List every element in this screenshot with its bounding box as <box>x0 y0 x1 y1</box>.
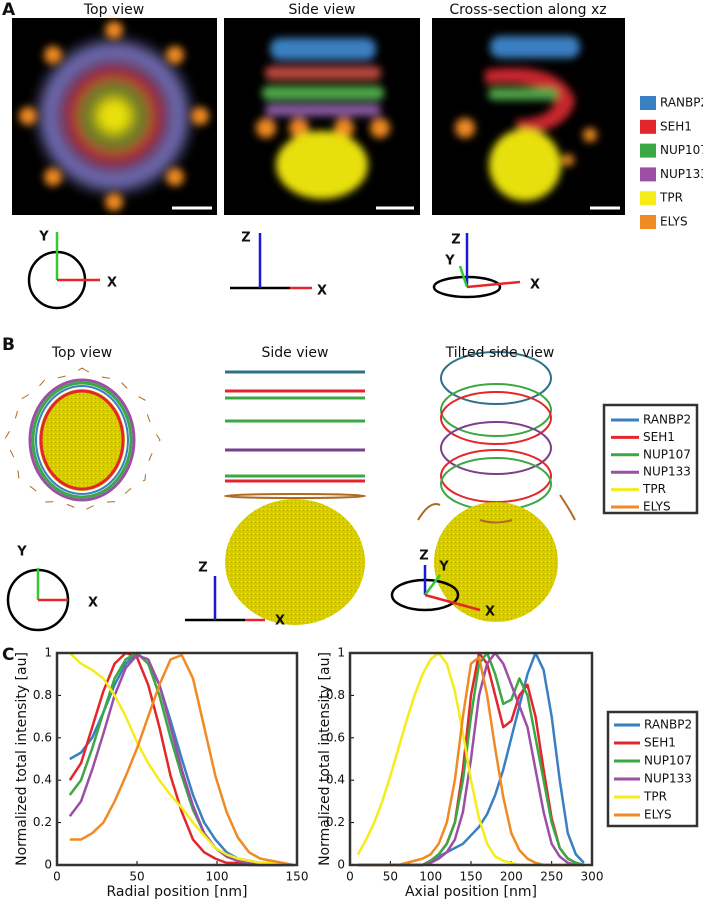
plot-frame <box>55 651 299 867</box>
y-tick-label: 1 <box>337 646 345 660</box>
view-title: Side view <box>262 345 329 361</box>
y-tick-label: 0 <box>44 858 52 872</box>
legend-label: NUP107 <box>660 143 703 157</box>
view-title: Cross-section along xz <box>449 2 606 18</box>
y-tick-label: 0.2 <box>326 815 345 829</box>
axis-letter: X <box>317 284 327 299</box>
view-title: Side view <box>289 2 356 18</box>
view-title: Tilted side view <box>445 345 555 361</box>
legend-label: TPR <box>643 790 667 804</box>
legend-swatch <box>640 191 656 206</box>
series-line <box>69 651 294 867</box>
y-tick-label: 0.8 <box>33 688 52 702</box>
legend-label: TPR <box>642 482 666 496</box>
x-tick-label: 200 <box>500 870 523 884</box>
y-tick-label: 0.4 <box>33 773 52 787</box>
axis-letter: Y <box>438 560 449 575</box>
legend-label: NUP107 <box>643 447 691 461</box>
axis-letter: Y <box>16 545 27 560</box>
legend-label: NUP107 <box>644 754 692 768</box>
y-tick-label: 0.8 <box>326 688 345 702</box>
axis-letter: Y <box>38 230 49 245</box>
axis-letter: Z <box>451 233 460 248</box>
y-tick-label: 0.6 <box>33 730 52 744</box>
legend-label: RANBP2 <box>643 413 691 427</box>
axis-letter: Z <box>419 549 428 564</box>
panel-b-axes <box>6 565 481 632</box>
x-tick-label: 300 <box>581 870 604 884</box>
y-tick-label: 0.6 <box>326 730 345 744</box>
panel-label: A <box>2 0 16 20</box>
x-tick-label: 150 <box>286 870 309 884</box>
series-line <box>69 653 295 867</box>
y-tick-label: 0.2 <box>33 815 52 829</box>
panel-a-axes <box>27 232 521 310</box>
axis-letter: X <box>275 614 285 629</box>
legend-label: RANBP2 <box>644 718 692 732</box>
x-tick-label: 0 <box>53 870 61 884</box>
legend-label: ELYS <box>643 500 671 514</box>
x-tick-label: 0 <box>346 870 354 884</box>
panel-a-images <box>12 18 625 215</box>
legend-label: TPR <box>659 191 683 205</box>
y-axis-label: Normalized total intensity [au] <box>14 652 30 866</box>
panel-label: C <box>2 645 14 665</box>
axis-letter: Z <box>241 231 250 246</box>
legend-box <box>606 710 699 828</box>
legend-label: NUP133 <box>660 167 703 181</box>
legend-label: RANBP2 <box>660 96 703 110</box>
legend-swatch <box>640 167 656 182</box>
x-tick-label: 150 <box>460 870 483 884</box>
x-axis-label: Radial position [nm] <box>106 884 247 900</box>
view-title: Top view <box>83 2 144 18</box>
axis-letter: Z <box>198 561 207 576</box>
axis-letter: X <box>88 596 98 611</box>
legend-label: NUP133 <box>644 772 692 786</box>
x-tick-label: 50 <box>383 870 398 884</box>
legend-swatch <box>640 96 656 110</box>
panel-label: B <box>2 335 15 355</box>
view-title: Top view <box>51 345 112 361</box>
axis-letter: X <box>485 605 495 620</box>
y-axis-label: Normalized total intensity [au] <box>317 652 333 866</box>
axis-letter: X <box>530 278 540 293</box>
legend-label: SEH1 <box>644 736 676 750</box>
y-tick-label: 0.4 <box>326 773 345 787</box>
legend-label: ELYS <box>644 808 672 822</box>
axis-letter: Y <box>444 254 455 269</box>
y-tick-label: 0 <box>337 858 345 872</box>
legend-swatch <box>640 215 656 229</box>
x-tick-label: 50 <box>129 870 144 884</box>
y-tick-label: 1 <box>44 646 52 660</box>
panel-b-images <box>3 351 576 625</box>
legend-swatch <box>640 119 656 134</box>
legend-box <box>602 403 699 515</box>
series-line <box>358 651 584 867</box>
plot-frame <box>348 651 594 867</box>
x-tick-label: 100 <box>419 870 442 884</box>
x-tick-label: 250 <box>540 870 563 884</box>
legend-label: NUP133 <box>643 465 691 479</box>
series-line <box>68 652 294 867</box>
legend-label: ELYS <box>660 215 688 229</box>
legend-swatch <box>640 143 656 158</box>
legend-label: SEH1 <box>660 119 692 133</box>
x-tick-label: 100 <box>206 870 229 884</box>
axis-letter: X <box>107 276 117 291</box>
legend-label: SEH1 <box>643 430 675 444</box>
x-axis-label: Axial position [nm] <box>405 884 537 900</box>
